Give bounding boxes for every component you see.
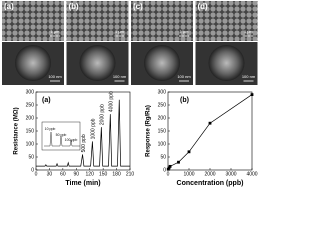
- annotation: 1000 ppb: [91, 118, 97, 139]
- data-line: [167, 94, 253, 170]
- x-tick-label: 0: [167, 171, 170, 177]
- microsphere: [208, 45, 245, 81]
- chart-label: (b): [180, 97, 189, 104]
- y-tick-label: 100: [26, 141, 35, 147]
- scale-label: 100 nm: [177, 74, 191, 79]
- scale-label: 1 μm: [180, 29, 190, 34]
- y-tick-label: 150: [158, 128, 167, 134]
- data-point: [250, 93, 254, 96]
- panel-label: (c): [133, 2, 143, 11]
- y-axis-label: Resistance (MΩ): [14, 107, 20, 154]
- x-tick-label: 90: [74, 171, 80, 177]
- data-point: [187, 150, 191, 154]
- y-axis-label: Response (Rg/Ra): [146, 105, 152, 157]
- data-point: [167, 166, 171, 170]
- y-tick-label: 50: [160, 154, 166, 160]
- scale-label: 100 nm: [113, 74, 127, 79]
- micrograph-top: [66, 1, 129, 41]
- scale-label: 1 μm: [115, 29, 125, 34]
- y-tick-label: 250: [26, 102, 35, 108]
- annotation: 100 ppb: [65, 138, 78, 142]
- data-point: [177, 160, 180, 164]
- inset-frame: [41, 121, 81, 151]
- inset-line: [44, 131, 80, 147]
- panel-label: (b): [69, 2, 80, 11]
- data-line: [36, 99, 130, 167]
- microsphere: [144, 45, 180, 81]
- x-axis-label: Concentration (ppb): [177, 180, 244, 187]
- x-tick-label: 4000: [246, 171, 257, 177]
- x-tick-label: 210: [126, 171, 135, 177]
- x-tick-label: 180: [112, 171, 121, 177]
- y-tick-label: 300: [26, 89, 35, 95]
- annotation: 4000 ppb: [109, 91, 115, 112]
- y-tick-label: 100: [158, 141, 167, 147]
- x-axis-label: Time (min): [65, 180, 100, 187]
- scale-label: 100 nm: [48, 74, 62, 79]
- scale-label: 100 nm: [242, 74, 256, 79]
- panel-label: (d): [198, 2, 209, 11]
- x-tick-label: 1000: [183, 171, 194, 177]
- y-tick-label: 200: [26, 115, 35, 121]
- scale-label: 1 μm: [244, 29, 254, 34]
- microsphere: [15, 45, 51, 81]
- x-tick-label: 120: [86, 171, 95, 177]
- y-tick-label: 300: [158, 89, 167, 95]
- y-tick-label: 0: [163, 167, 166, 173]
- data-point: [168, 164, 172, 168]
- y-tick-label: 0: [31, 167, 34, 173]
- scale-label: 1 μm: [51, 29, 61, 34]
- panel-label: (a): [4, 2, 14, 11]
- x-tick-label: 0: [35, 171, 38, 177]
- x-tick-label: 150: [99, 171, 108, 177]
- micrograph-top: [2, 1, 64, 41]
- micrograph-top: [131, 1, 193, 41]
- y-tick-label: 150: [26, 128, 35, 134]
- x-tick-label: 2000: [204, 171, 215, 177]
- x-tick-label: 30: [47, 171, 53, 177]
- annotation: 2000 ppb: [100, 104, 106, 125]
- data-point: [208, 121, 212, 125]
- y-tick-label: 50: [28, 154, 34, 160]
- x-tick-label: 3000: [225, 171, 236, 177]
- annotation: 500 ppb: [81, 134, 87, 152]
- microsphere: [79, 45, 116, 81]
- figure: (a) 1 μm 100 nm (b) 1 μm 100 nm (c) 1 μm 100 nm (…: [2, 1, 258, 187]
- micrograph-top: [195, 1, 258, 41]
- chart-label: (a): [42, 97, 51, 104]
- x-tick-label: 60: [60, 171, 66, 177]
- y-tick-label: 200: [158, 115, 167, 121]
- annotation: 50 ppb: [56, 133, 67, 137]
- annotation: 10 ppb: [45, 127, 56, 131]
- y-tick-label: 250: [158, 102, 167, 108]
